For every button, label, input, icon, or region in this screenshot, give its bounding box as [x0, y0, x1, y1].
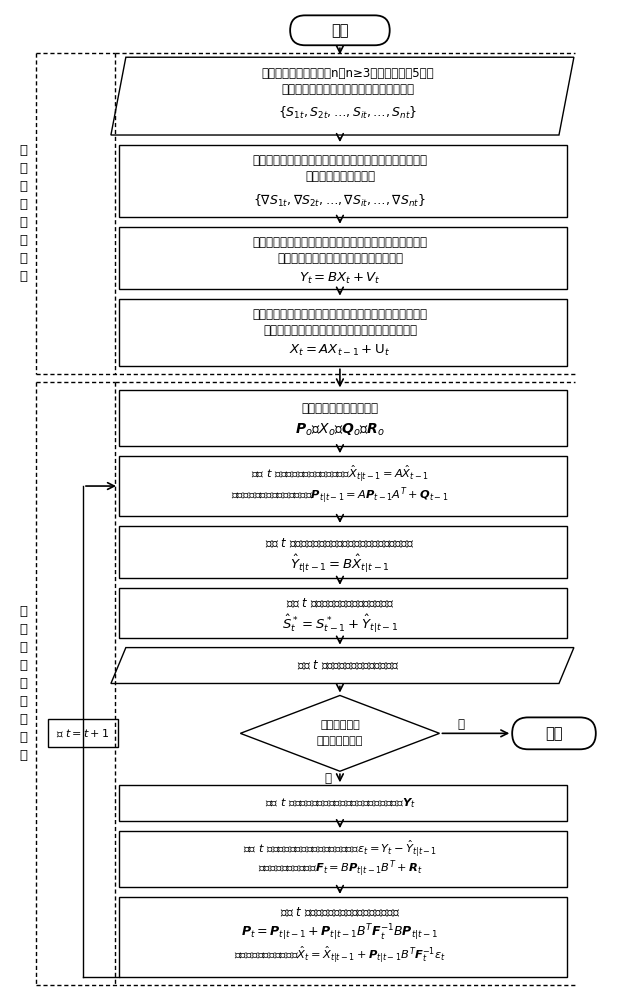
Text: 建立目标断面与其上、下游断面中各个断面的交通流三参: 建立目标断面与其上、下游断面中各个断面的交通流三参 — [253, 308, 428, 321]
Text: 开始: 开始 — [331, 23, 349, 38]
FancyBboxPatch shape — [290, 15, 390, 45]
Text: 结束: 结束 — [545, 726, 563, 741]
Text: 算: 算 — [19, 713, 27, 726]
Text: 是否进行下一: 是否进行下一 — [320, 720, 360, 730]
Bar — [119, 390, 567, 446]
Text: 间: 间 — [19, 198, 27, 211]
Text: 空: 空 — [19, 180, 27, 193]
Text: 以及状态误差协方差先验估计：$\boldsymbol{P}_{t|t-1} = A\boldsymbol{P}_{t-1}A^T + \boldsymbol{Q: 以及状态误差协方差先验估计：$\boldsymbol{P}_{t|t-1} = … — [231, 486, 449, 506]
Text: 获取连续流设施上连续n（n≥3）个断面、以5分钟: 获取连续流设施上连续n（n≥3）个断面、以5分钟 — [262, 67, 434, 80]
Text: 以及观测误差协方差：$\boldsymbol{F}_t = B\boldsymbol{P}_{t|t-1}B^T + \boldsymbol{R}_t$: 以及观测误差协方差：$\boldsymbol{F}_t = B\boldsymb… — [258, 859, 422, 879]
Text: 获取 $t$ 时间间隔交通流三参数一阶差分序列观测值：$\boldsymbol{Y}_t$: 获取 $t$ 时间间隔交通流三参数一阶差分序列观测值：$\boldsymbol{… — [264, 796, 415, 810]
Text: 状: 状 — [19, 144, 27, 157]
Bar — [119, 588, 567, 638]
Text: 建立目标断面与其上、下游断面交通流三参数的多元线性: 建立目标断面与其上、下游断面交通流三参数的多元线性 — [253, 236, 428, 249]
Text: 设置卡尔曼滤波初始值：: 设置卡尔曼滤波初始值： — [302, 402, 379, 415]
Text: 为时间间隔的、交通流三参数时间序列数据: 为时间间隔的、交通流三参数时间序列数据 — [282, 83, 414, 96]
Polygon shape — [111, 648, 574, 683]
Text: 过: 过 — [19, 252, 27, 265]
Text: $\{\nabla S_{1t}, \nabla S_{2t}, \ldots, \nabla S_{it}, \ldots, \nabla S_{nt}\}$: $\{\nabla S_{1t}, \nabla S_{2t}, \ldots,… — [253, 193, 426, 209]
Text: 否: 否 — [325, 772, 332, 785]
Bar — [119, 831, 567, 887]
Text: 曼: 曼 — [19, 641, 27, 654]
Text: 建: 建 — [19, 216, 27, 229]
Text: 模: 模 — [19, 234, 27, 247]
Text: 得平稳的时间序列数据: 得平稳的时间序列数据 — [305, 170, 375, 183]
Text: 卡: 卡 — [19, 605, 27, 618]
Bar — [119, 526, 567, 578]
Text: 令 $t=t+1$: 令 $t=t+1$ — [57, 727, 110, 739]
Text: 计算 $t$ 时间间隔交通流三参数一阶级差分序列预测值：: 计算 $t$ 时间间隔交通流三参数一阶级差分序列预测值： — [265, 537, 415, 551]
Text: 尔: 尔 — [19, 623, 27, 636]
Bar — [48, 719, 118, 747]
Text: 反推 $t$ 时间间隔交通流三参数预测值：: 反推 $t$ 时间间隔交通流三参数预测值： — [285, 597, 394, 610]
Text: $\hat{Y}_{t|t-1} = B\hat{X}_{t|t-1}$: $\hat{Y}_{t|t-1} = B\hat{X}_{t|t-1}$ — [290, 553, 390, 575]
Text: $\boldsymbol{P}_o$、$X_o$、$\boldsymbol{Q}_o$、$\boldsymbol{R}_o$: $\boldsymbol{P}_o$、$X_o$、$\boldsymbol{Q}… — [295, 422, 385, 438]
Text: 对原始交通流三参数时间序列数据进行一阶差分运算，获: 对原始交通流三参数时间序列数据进行一阶差分运算，获 — [253, 154, 428, 167]
Text: 是: 是 — [458, 718, 465, 731]
Text: 过: 过 — [19, 731, 27, 744]
Bar — [119, 456, 567, 516]
Text: 程: 程 — [19, 749, 27, 762]
Text: 时间间隔的预测: 时间间隔的预测 — [317, 736, 363, 746]
Text: $\boldsymbol{P}_t = \boldsymbol{P}_{t|t-1} + \boldsymbol{P}_{t|t-1}B^T\boldsymbo: $\boldsymbol{P}_t = \boldsymbol{P}_{t|t-… — [241, 922, 439, 943]
Text: 态: 态 — [19, 162, 27, 175]
Text: 计算 $t$ 时间间隔状态误差协方差后验估计：: 计算 $t$ 时间间隔状态误差协方差后验估计： — [280, 906, 400, 920]
Text: 计算 $t$ 时间间隔状态向量先验估计：$\hat{X}_{t|t-1} = A\hat{X}_{t-1}$: 计算 $t$ 时间间隔状态向量先验估计：$\hat{X}_{t|t-1} = A… — [251, 464, 429, 484]
Text: $\hat{S}_t^* = S_{t-1}^* + \hat{Y}_{t|t-1}$: $\hat{S}_t^* = S_{t-1}^* + \hat{Y}_{t|t-… — [282, 613, 398, 635]
Bar — [119, 785, 567, 821]
Text: $X_t = AX_{t-1} + \mathrm{U}_t$: $X_t = AX_{t-1} + \mathrm{U}_t$ — [289, 343, 390, 358]
Polygon shape — [111, 57, 574, 135]
Text: 波: 波 — [19, 677, 27, 690]
Bar — [119, 227, 567, 289]
Text: 输出 $t$ 时间间隔交通流三参数预测值: 输出 $t$ 时间间隔交通流三参数预测值 — [296, 659, 399, 672]
Text: 以及状态向量后验估计：$\hat{X}_t = \hat{X}_{t|t-1} + \boldsymbol{P}_{t|t-1}B^T\boldsymbol{F: 以及状态向量后验估计：$\hat{X}_t = \hat{X}_{t|t-1} … — [234, 945, 446, 965]
Text: $Y_t = BX_t + V_t$: $Y_t = BX_t + V_t$ — [299, 271, 381, 286]
Bar — [119, 299, 567, 366]
Bar — [119, 145, 567, 217]
FancyBboxPatch shape — [512, 717, 596, 749]
Text: 程: 程 — [19, 270, 27, 283]
Text: 运: 运 — [19, 695, 27, 708]
Text: 数向量自回归方程，作为状态空间模型的状态方程: 数向量自回归方程，作为状态空间模型的状态方程 — [263, 324, 417, 337]
Text: 回归方程，作为状态空间模型的观测方程: 回归方程，作为状态空间模型的观测方程 — [277, 252, 403, 265]
Bar — [119, 897, 567, 977]
Polygon shape — [240, 695, 439, 771]
Text: 滤: 滤 — [19, 659, 27, 672]
Text: 计算 $t$ 时间间隔交通流三参数观测误差值：$\varepsilon_t = Y_t - \hat{Y}_{t|t-1}$: 计算 $t$ 时间间隔交通流三参数观测误差值：$\varepsilon_t = … — [243, 839, 437, 859]
Text: $\{S_{1t}, S_{2t}, \ldots, S_{it}, \ldots, S_{nt}\}$: $\{S_{1t}, S_{2t}, \ldots, S_{it}, \ldot… — [278, 105, 417, 121]
